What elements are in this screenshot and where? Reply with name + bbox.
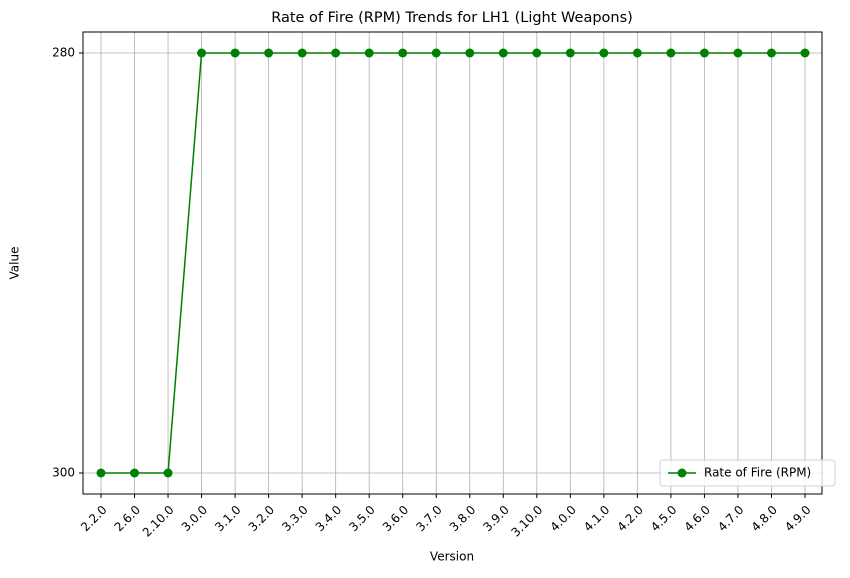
data-point <box>565 48 575 58</box>
legend-marker <box>677 468 687 478</box>
data-point <box>632 48 642 58</box>
axes-frame <box>82 31 823 495</box>
data-point <box>96 468 106 478</box>
data-point <box>666 48 676 58</box>
series-line <box>101 52 805 474</box>
data-point <box>699 48 709 58</box>
legend-box <box>659 459 836 487</box>
x-axis-label: Version <box>430 550 474 564</box>
data-point <box>230 48 240 58</box>
grid <box>83 32 822 494</box>
data-point <box>532 48 542 58</box>
data-point <box>264 48 274 58</box>
data-point <box>733 48 743 58</box>
chart-title: Rate of Fire (RPM) Trends for LH1 (Light… <box>271 10 633 26</box>
legend: Rate of Fire (RPM) <box>659 459 836 487</box>
data-point <box>163 468 173 478</box>
data-point <box>766 48 776 58</box>
y-tick-label: 280 <box>52 46 75 60</box>
data-point <box>297 48 307 58</box>
data-point <box>197 48 207 58</box>
data-point <box>398 48 408 58</box>
y-axis-label: Value <box>8 247 22 280</box>
plot <box>96 48 810 478</box>
legend-label: Rate of Fire (RPM) <box>704 466 811 480</box>
data-point <box>465 48 475 58</box>
data-point <box>599 48 609 58</box>
data-point <box>364 48 374 58</box>
y-tick-label: 300 <box>52 466 75 480</box>
data-point <box>498 48 508 58</box>
data-point <box>800 48 810 58</box>
data-point <box>431 48 441 58</box>
data-point <box>130 468 140 478</box>
data-point <box>331 48 341 58</box>
